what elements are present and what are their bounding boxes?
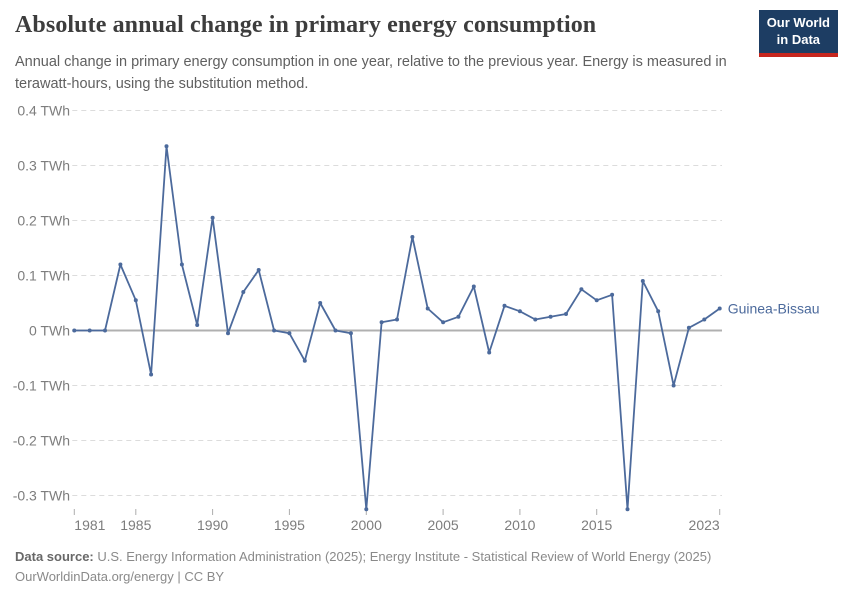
data-point[interactable] <box>625 507 630 512</box>
series-line-guinea-bissau[interactable] <box>73 145 721 511</box>
data-point[interactable] <box>395 317 399 322</box>
data-point[interactable] <box>548 314 553 319</box>
data-point[interactable] <box>686 325 691 330</box>
x-tick-label: 1985 <box>120 517 151 533</box>
chart-footer: Data source: U.S. Energy Information Adm… <box>15 547 835 587</box>
data-point[interactable] <box>179 262 184 267</box>
data-point[interactable] <box>333 328 338 333</box>
data-point[interactable] <box>410 235 415 239</box>
data-point[interactable] <box>302 358 307 363</box>
data-point[interactable] <box>118 262 123 267</box>
data-point[interactable] <box>164 144 169 149</box>
data-point[interactable] <box>579 287 584 292</box>
data-point[interactable] <box>103 328 107 333</box>
owid-logo-line2: in Data <box>776 31 821 47</box>
data-point[interactable] <box>487 350 492 355</box>
x-tick-label: 2023 <box>689 517 720 533</box>
data-point[interactable] <box>241 290 246 294</box>
data-point[interactable] <box>533 317 538 322</box>
data-point[interactable] <box>149 372 154 377</box>
data-point[interactable] <box>656 309 661 314</box>
data-point[interactable] <box>272 328 277 333</box>
data-point[interactable] <box>717 306 722 311</box>
data-point[interactable] <box>471 284 476 289</box>
data-point[interactable] <box>594 298 599 303</box>
data-point[interactable] <box>210 215 215 220</box>
y-tick-label: -0.1 TWh <box>13 378 70 394</box>
data-point[interactable] <box>348 331 353 336</box>
owid-logo-line1: Our World <box>766 15 830 30</box>
data-point[interactable] <box>287 331 292 336</box>
x-tick-label: 2015 <box>581 517 612 533</box>
y-tick-label: 0.2 TWh <box>17 213 70 229</box>
owid-logo[interactable]: Our World in Data <box>758 10 838 57</box>
data-point[interactable] <box>133 298 138 303</box>
data-point[interactable] <box>379 320 384 325</box>
data-point[interactable] <box>610 292 615 297</box>
chart-subtitle: Annual change in primary energy consumpt… <box>15 54 727 92</box>
x-tick-label: 2010 <box>504 517 535 533</box>
data-point[interactable] <box>502 303 507 308</box>
data-point[interactable] <box>195 323 200 327</box>
y-tick-label: 0 TWh <box>29 323 70 339</box>
data-source-text: U.S. Energy Information Administration (… <box>93 549 712 564</box>
x-tick-label: 1990 <box>197 517 228 533</box>
y-tick-label: -0.3 TWh <box>13 488 70 504</box>
y-tick-label: 0.3 TWh <box>17 158 70 174</box>
y-tick-label: 0.4 TWh <box>17 103 70 119</box>
series-end-label: Guinea-Bissau <box>728 301 820 317</box>
data-point[interactable] <box>425 306 430 311</box>
x-tick-label: 1995 <box>274 517 305 533</box>
data-point[interactable] <box>517 309 522 314</box>
data-point[interactable] <box>456 314 461 319</box>
data-point[interactable] <box>226 331 230 336</box>
data-point[interactable] <box>671 383 676 388</box>
data-point[interactable] <box>87 328 92 333</box>
license-link[interactable]: OurWorldinData.org/energy | CC BY <box>15 569 225 584</box>
y-tick-label: -0.2 TWh <box>13 433 70 449</box>
x-tick-label: 2000 <box>351 517 382 533</box>
data-point[interactable] <box>441 320 446 325</box>
data-source-label: Data source: <box>15 549 94 564</box>
x-tick-label: 2005 <box>428 517 459 533</box>
data-point[interactable] <box>72 328 77 333</box>
y-tick-label: 0.1 TWh <box>17 268 70 284</box>
data-point[interactable] <box>640 279 645 283</box>
data-point[interactable] <box>318 301 323 305</box>
data-point[interactable] <box>702 317 707 322</box>
data-source-line: Data source: U.S. Energy Information Adm… <box>15 547 835 567</box>
data-point[interactable] <box>364 507 369 512</box>
data-point[interactable] <box>564 312 568 316</box>
data-point[interactable] <box>256 268 261 272</box>
chart-title: Absolute annual change in primary energy… <box>15 12 597 38</box>
x-tick-label: 1981 <box>74 517 105 533</box>
